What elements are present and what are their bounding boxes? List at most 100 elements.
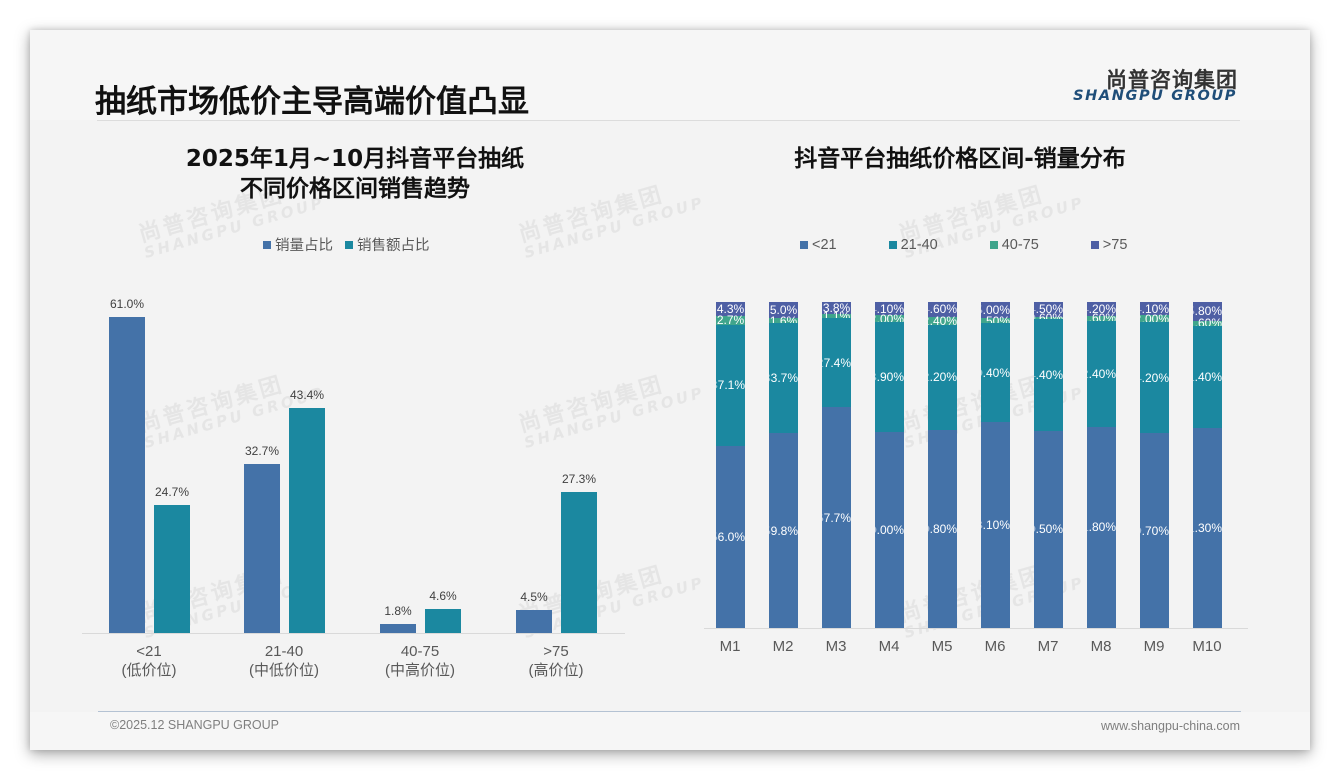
- x-axis-month-label: M10: [1192, 638, 1222, 655]
- segment-value-label: 56.0%: [716, 530, 745, 543]
- stacked-bar-m3: 3.8%1.1%27.4%67.7%: [822, 302, 851, 628]
- segment-value-label: 4.20%: [1087, 302, 1116, 315]
- logo-english: SHANGPU GROUP: [1073, 88, 1237, 104]
- segment-lt21: 59.70%: [1140, 433, 1169, 628]
- segment-r21_40: 32.20%: [928, 324, 957, 430]
- title-divider: [97, 120, 1240, 121]
- segment-gt75: 5.80%: [1193, 302, 1222, 321]
- bar-value-label: 1.8%: [384, 603, 412, 618]
- bar-value-label: 4.5%: [520, 589, 548, 604]
- segment-value-label: 60.50%: [1034, 523, 1063, 536]
- x-axis-month-label: M5: [931, 638, 953, 655]
- segment-value-label: 4.50%: [1034, 303, 1063, 316]
- x-axis-month-label: M7: [1037, 638, 1059, 655]
- segment-r21_40: 34.40%: [1034, 318, 1063, 431]
- segment-gt75: 4.60%: [928, 302, 957, 317]
- bar-volume-share: [244, 463, 280, 633]
- segment-r40_75: 2.00%: [875, 313, 904, 325]
- left-chart-legend: 销量占比 销售额占比: [263, 234, 430, 255]
- segment-value-label: 2.00%: [1140, 312, 1169, 325]
- bar-volume-share: [109, 317, 145, 633]
- legend-item-40-75: 40-75: [989, 237, 1039, 253]
- bar-value-label: 43.4%: [289, 388, 325, 403]
- segment-value-label: 32.40%: [1087, 367, 1116, 380]
- segment-value-label: 27.4%: [822, 356, 851, 369]
- segment-lt21: 61.30%: [1193, 428, 1222, 628]
- right-chart-legend: <21 21-40 40-75 >75: [800, 237, 1127, 253]
- legend-item-21-40: 21-40: [888, 237, 938, 253]
- segment-value-label: 5.00%: [981, 304, 1010, 317]
- legend-swatch: [989, 241, 998, 249]
- x-axis-category-label: >75 (高价位): [528, 643, 584, 679]
- segment-value-label: 61.80%: [1087, 521, 1116, 534]
- legend-item-revenue: 销售额占比: [345, 234, 430, 255]
- segment-value-label: 33.7%: [769, 372, 798, 385]
- segment-value-label: 60.00%: [875, 524, 904, 537]
- page-title: 抽纸市场低价主导高端价值凸显: [95, 84, 529, 120]
- segment-lt21: 60.50%: [1034, 430, 1063, 628]
- segment-lt21: 60.00%: [875, 432, 904, 628]
- stacked-bar-m5: 4.60%2.40% 32.20% 60.80%: [928, 302, 957, 628]
- bar-value-label: 61.0%: [109, 297, 145, 311]
- segment-gt75: 5.00%: [981, 302, 1010, 319]
- footer-website[interactable]: www.shangpu-china.com: [1101, 719, 1240, 733]
- bar-value-label: 32.7%: [244, 443, 280, 458]
- segment-r21_40: 27.4%: [822, 317, 851, 408]
- segment-r40_75: 2.7%: [716, 314, 745, 327]
- segment-value-label: 2.40%: [928, 314, 957, 327]
- bar-value-label: 24.7%: [154, 485, 190, 500]
- x-axis-category-label: 40-75 (中高价位): [385, 643, 455, 679]
- segment-value-label: 61.30%: [1193, 522, 1222, 535]
- segment-value-label: 60.80%: [928, 522, 957, 535]
- header-band: [30, 30, 1310, 120]
- legend-item-lt21: <21: [800, 237, 837, 253]
- segment-gt75: 4.20%: [1087, 302, 1116, 316]
- segment-value-label: 4.3%: [716, 303, 745, 315]
- segment-gt75: 3.8%: [822, 302, 851, 315]
- segment-value-label: 5.0%: [769, 304, 798, 317]
- segment-value-label: 3.8%: [822, 302, 851, 315]
- segment-lt21: 56.0%: [716, 445, 745, 628]
- segment-r21_40: 31.40%: [1193, 326, 1222, 429]
- segment-value-label: 2.7%: [716, 314, 745, 327]
- x-axis-category-label: <21 (低价位): [121, 643, 177, 679]
- bar-revenue-share: [289, 408, 325, 633]
- segment-lt21: 60.80%: [928, 429, 957, 628]
- segment-value-label: 32.20%: [928, 371, 957, 384]
- x-axis-month-label: M3: [825, 638, 847, 655]
- x-axis-month-label: M8: [1090, 638, 1112, 655]
- segment-value-label: 34.40%: [1034, 368, 1063, 381]
- x-axis-month-label: M1: [719, 638, 741, 655]
- left-chart-title: 2025年1月~10月抖音平台抽纸 不同价格区间销售趋势: [185, 146, 525, 202]
- x-axis-category-label: 21-40 (中低价位): [249, 643, 319, 679]
- segment-r21_40: 32.40%: [1087, 320, 1116, 427]
- bar-volume-share: [380, 623, 416, 633]
- segment-value-label: 5.80%: [1193, 305, 1222, 318]
- segment-value-label: 67.7%: [822, 511, 851, 524]
- footer-band: [30, 712, 1310, 750]
- stacked-bar-m8: 4.20%1.60%32.40%61.80%: [1087, 302, 1116, 628]
- stacked-bar-m6: 5.00%1.50%30.40%63.10%: [981, 302, 1010, 628]
- segment-r21_40: 30.40%: [981, 323, 1010, 423]
- x-axis-month-label: M9: [1143, 638, 1165, 655]
- stacked-bar-m4: 4.10%2.00% 33.90% 60.00%: [875, 302, 904, 628]
- legend-swatch: [345, 240, 353, 249]
- stacked-bar-m9: 4.10%2.00% 34.20% 59.70%: [1140, 302, 1169, 628]
- x-axis-month-label: M4: [878, 638, 900, 655]
- stacked-bar-m1: 4.3%2.7% 37.1% 56.0%: [716, 302, 745, 628]
- segment-r40_75: 2.00%: [1140, 312, 1169, 325]
- right-chart-title: 抖音平台抽纸价格区间-销量分布: [794, 146, 1126, 172]
- segment-r21_40: 34.20%: [1140, 321, 1169, 434]
- slide: 抽纸市场低价主导高端价值凸显 尚普咨询集团 SHANGPU GROUP 尚普咨询…: [30, 30, 1310, 750]
- bar-volume-share: [516, 609, 552, 633]
- segment-value-label: 63.10%: [981, 519, 1010, 532]
- bar-value-label: 4.6%: [429, 589, 457, 604]
- legend-swatch: [1090, 241, 1099, 249]
- footer-divider: [98, 711, 1241, 712]
- stacked-bar-m7: 4.50%0.60%34.40%60.50%: [1034, 302, 1063, 628]
- segment-lt21: 59.8%: [769, 433, 798, 628]
- legend-swatch: [888, 241, 897, 249]
- bar-value-label: 27.3%: [561, 471, 597, 486]
- x-axis-month-label: M6: [984, 638, 1006, 655]
